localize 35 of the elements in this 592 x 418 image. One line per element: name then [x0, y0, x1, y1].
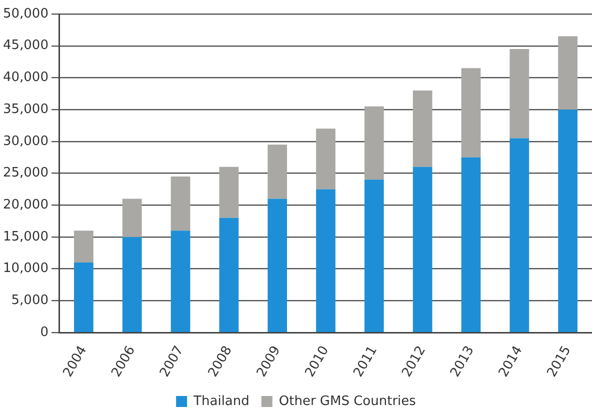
- y-tick-label: 10,000: [2, 261, 48, 276]
- bar: [122, 236, 142, 332]
- bar: [219, 218, 239, 332]
- y-tick-label: 0: [40, 324, 48, 340]
- bar: [412, 90, 432, 167]
- y-tick-label: 15,000: [2, 229, 48, 244]
- y-tick-label: 30,000: [2, 134, 48, 149]
- bar: [461, 157, 481, 332]
- bar: [268, 144, 288, 199]
- bar: [316, 128, 336, 190]
- bar: [558, 110, 578, 332]
- y-tick-label: 50,000: [2, 6, 48, 22]
- bar: [170, 176, 190, 231]
- y-tick-label: 35,000: [2, 102, 48, 117]
- y-tick-label: 20,000: [2, 198, 48, 213]
- bar: [219, 166, 239, 218]
- bar: [558, 36, 578, 110]
- bar: [122, 198, 142, 237]
- bar: [510, 138, 530, 332]
- bar: [74, 230, 94, 262]
- y-tick-label: 25,000: [2, 166, 48, 181]
- y-tick-label: 5,000: [11, 293, 48, 308]
- bar: [364, 180, 384, 332]
- legend-label: Thailand: [192, 394, 250, 409]
- y-tick-label: 45,000: [2, 38, 48, 54]
- legend-label: Other GMS Countries: [278, 394, 416, 409]
- bar: [268, 198, 288, 332]
- bar: [510, 49, 530, 138]
- bar: [461, 68, 481, 158]
- bar: [316, 189, 336, 332]
- bar: [364, 106, 384, 180]
- bar: [412, 166, 432, 332]
- bar: [170, 230, 190, 332]
- bar: [74, 262, 94, 332]
- y-tick-label: 40,000: [2, 70, 48, 86]
